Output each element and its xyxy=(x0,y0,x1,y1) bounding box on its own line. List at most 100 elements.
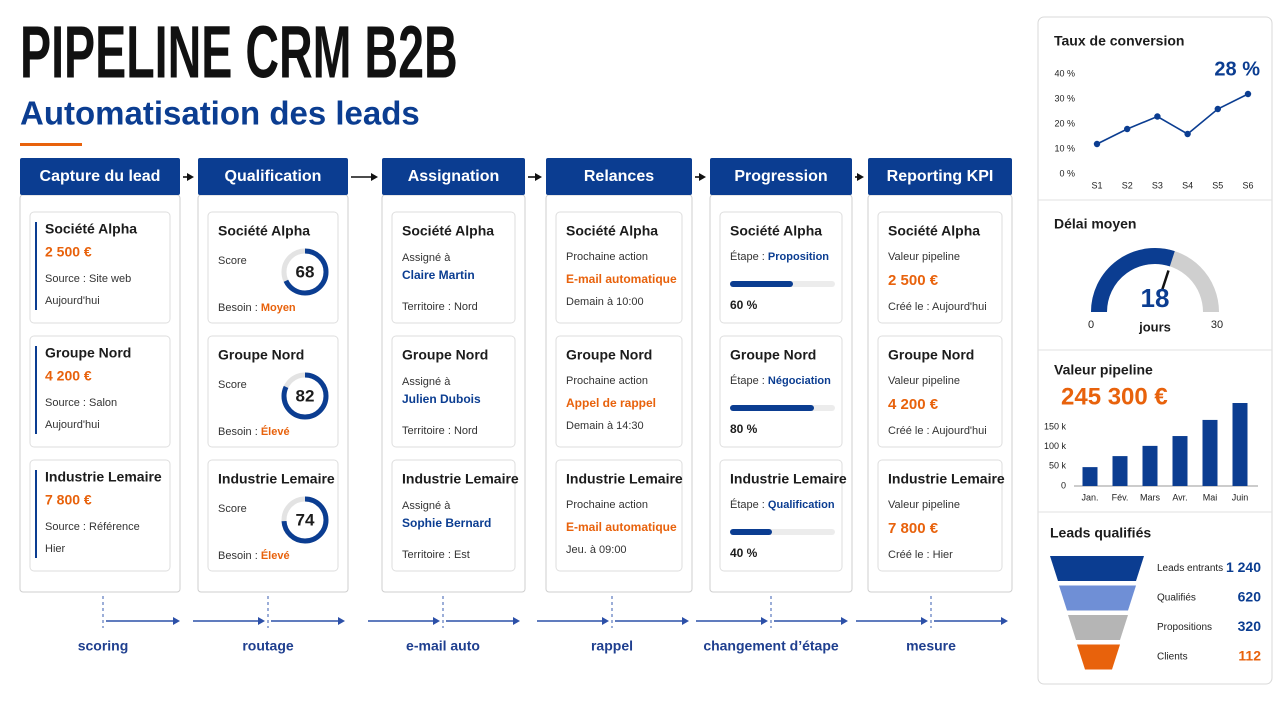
pipeline-value: 2 500 € xyxy=(888,272,939,289)
lead-name: Industrie Lemaire xyxy=(45,469,162,485)
lead-card xyxy=(391,335,516,448)
funnel-stage xyxy=(1050,556,1144,581)
score-label: Score xyxy=(218,379,247,391)
flow-label: routage xyxy=(242,638,294,654)
arrow-head xyxy=(682,617,689,625)
arrow-head xyxy=(513,617,520,625)
x-tick-label: Juin xyxy=(1232,492,1249,502)
chart-title: Valeur pipeline xyxy=(1054,362,1153,378)
flow-label: e-mail auto xyxy=(406,638,480,654)
created-date: Créé le : Aujourd'hui xyxy=(888,301,987,313)
lead-source: Source : Site web xyxy=(45,273,131,285)
value-label: Valeur pipeline xyxy=(888,375,960,387)
lead-name: Société Alpha xyxy=(45,221,137,237)
next-action: Appel de rappel xyxy=(566,396,656,410)
arrow-head xyxy=(602,617,609,625)
lead-date: Aujourd'hui xyxy=(45,295,100,307)
need-value: Élevé xyxy=(261,425,290,438)
column-header xyxy=(710,158,852,195)
column-header xyxy=(20,158,180,195)
arrow-head xyxy=(173,617,180,625)
flow-label: mesure xyxy=(906,638,956,654)
lead-name: Société Alpha xyxy=(402,223,494,239)
kpi: 28 % xyxy=(1214,58,1260,80)
lead-name: Groupe Nord xyxy=(218,347,304,363)
funnel-label: Propositions xyxy=(1157,622,1212,633)
accent-bar xyxy=(35,222,37,310)
territory: Territoire : Nord xyxy=(402,425,478,437)
action-time: Jeu. à 09:00 xyxy=(566,544,627,556)
lead-name: Industrie Lemaire xyxy=(888,471,1005,487)
lead-name: Groupe Nord xyxy=(402,347,488,363)
lead-amount: 4 200 € xyxy=(45,368,92,384)
stage: Étape : Négociation xyxy=(730,374,831,387)
bar xyxy=(1232,403,1248,486)
lead-card xyxy=(555,459,683,572)
column-title: Assignation xyxy=(408,168,500,185)
gauge-unit: jours xyxy=(1138,319,1171,334)
lead-card xyxy=(719,335,843,448)
x-tick-label: S5 xyxy=(1212,180,1223,190)
arrow-head xyxy=(841,617,848,625)
score-value: 68 xyxy=(296,262,315,281)
funnel-label: Qualifiés xyxy=(1157,593,1196,604)
pipeline-value: 7 800 € xyxy=(888,520,939,537)
point xyxy=(1184,130,1191,138)
funnel-stage xyxy=(1077,644,1120,670)
arrow-head xyxy=(187,173,194,181)
accent-bar xyxy=(35,346,37,434)
need: Besoin : Élevé xyxy=(218,549,290,562)
assign-label: Assigné à xyxy=(402,500,451,512)
x-tick-label: Avr. xyxy=(1172,492,1187,502)
gauge-needle xyxy=(1161,270,1170,291)
x-tick-label: Mai xyxy=(1203,492,1218,502)
lead-name: Société Alpha xyxy=(218,223,310,239)
action-label: Prochaine action xyxy=(566,251,648,263)
chart-title: Taux de conversion xyxy=(1054,33,1184,49)
flow-label: changement d’étape xyxy=(703,638,839,654)
lead-name: Groupe Nord xyxy=(888,347,974,363)
assignee: Julien Dubois xyxy=(402,392,481,406)
next-action: E-mail automatique xyxy=(566,272,677,286)
lead-name: Groupe Nord xyxy=(730,347,816,363)
score-label: Score xyxy=(218,255,247,267)
x-tick-label: S2 xyxy=(1122,180,1133,190)
y-tick-label: 40 % xyxy=(1054,68,1075,78)
flow-label: rappel xyxy=(591,638,633,654)
lead-source: Source : Salon xyxy=(45,397,117,409)
stage: Étape : Proposition xyxy=(730,250,829,263)
stage-value: Négociation xyxy=(768,375,831,387)
y-tick-label: 50 k xyxy=(1049,461,1067,471)
funnel-stage xyxy=(1059,585,1136,611)
need-value: Élevé xyxy=(261,549,290,562)
lead-card xyxy=(29,335,171,448)
point xyxy=(1093,140,1101,148)
x-tick-label: Fév. xyxy=(1112,492,1129,502)
column-title: Qualification xyxy=(225,168,322,185)
y-tick-label: 0 % xyxy=(1059,168,1075,178)
action-label: Prochaine action xyxy=(566,375,648,387)
stage-label: Étape : xyxy=(730,374,768,387)
territory: Territoire : Nord xyxy=(402,301,478,313)
assign-label: Assigné à xyxy=(402,252,451,264)
lead-card xyxy=(391,459,516,572)
arrow-head xyxy=(921,617,928,625)
x-tick-label: Mars xyxy=(1140,492,1160,502)
pipeline-value: 4 200 € xyxy=(888,396,939,413)
arrow-head xyxy=(699,173,706,181)
lead-card xyxy=(877,211,1003,324)
y-tick-label: 30 % xyxy=(1054,93,1075,103)
gauge-max: 30 xyxy=(1211,319,1223,331)
y-tick-label: 100 k xyxy=(1044,441,1067,451)
action-time: Demain à 10:00 xyxy=(566,296,644,308)
assignee: Claire Martin xyxy=(402,268,475,282)
score-ring xyxy=(281,372,329,420)
need-value: Moyen xyxy=(261,302,296,314)
chart-title: Délai moyen xyxy=(1054,216,1136,232)
lead-amount: 2 500 € xyxy=(45,244,92,260)
lead-card xyxy=(555,211,683,324)
lead-card xyxy=(555,335,683,448)
progress-bar xyxy=(730,281,793,287)
need-label: Besoin : xyxy=(218,302,261,314)
